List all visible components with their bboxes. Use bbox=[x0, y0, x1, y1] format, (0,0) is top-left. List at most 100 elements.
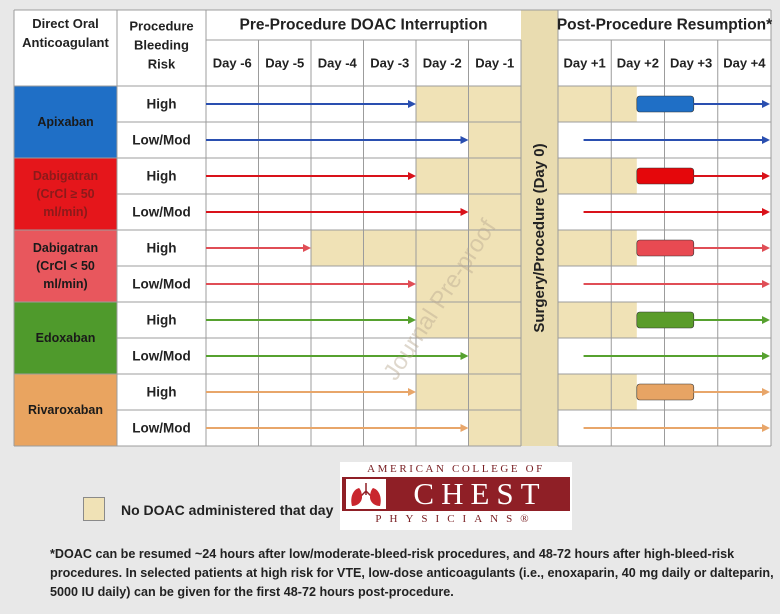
drug-name: Dabigatran bbox=[33, 169, 98, 183]
post-procedure-arrow-head bbox=[762, 208, 770, 216]
day-header: Day +4 bbox=[723, 56, 766, 71]
drug-name: (CrCl ≥ 50 bbox=[36, 187, 94, 201]
pre-procedure-arrow-head bbox=[460, 424, 469, 432]
risk-label: Low/Mod bbox=[132, 205, 190, 220]
table-background bbox=[14, 10, 771, 446]
risk-label: Low/Mod bbox=[132, 277, 190, 292]
risk-label: High bbox=[147, 385, 177, 400]
no-doac-cell bbox=[416, 302, 469, 338]
no-doac-cell bbox=[558, 374, 612, 410]
lungs-icon bbox=[346, 479, 386, 509]
no-doac-cell bbox=[468, 410, 521, 446]
resumption-bar bbox=[636, 239, 695, 257]
column-header-risk: Risk bbox=[148, 57, 176, 72]
drug-cell bbox=[14, 230, 117, 302]
drug-name: Edoxaban bbox=[36, 331, 96, 345]
drug-cell bbox=[14, 302, 117, 374]
no-doac-cell bbox=[611, 302, 637, 338]
pre-procedure-arrow-head bbox=[460, 352, 469, 360]
no-doac-cell bbox=[558, 86, 612, 122]
pre-procedure-arrow-head bbox=[408, 172, 416, 180]
drug-name: Rivaroxaban bbox=[28, 403, 103, 417]
day-header: Day -4 bbox=[318, 56, 358, 71]
column-header-risk: Bleeding bbox=[134, 38, 189, 53]
no-doac-cell bbox=[468, 266, 521, 302]
pre-procedure-arrow-head bbox=[408, 316, 416, 324]
footnote: *DOAC can be resumed ~24 hours after low… bbox=[50, 547, 774, 599]
post-procedure-arrow-head bbox=[762, 172, 770, 180]
risk-label: High bbox=[147, 313, 177, 328]
day-header: Day +1 bbox=[563, 56, 605, 71]
post-procedure-arrow-head bbox=[762, 280, 770, 288]
post-procedure-arrow-head bbox=[762, 100, 770, 108]
pre-procedure-arrow-head bbox=[408, 100, 416, 108]
post-procedure-title: Post-Procedure Resumption* bbox=[557, 17, 773, 34]
drug-cell bbox=[14, 374, 117, 446]
day-header: Day -2 bbox=[423, 56, 462, 71]
no-doac-cell bbox=[611, 158, 637, 194]
column-header-drug: Direct Oral bbox=[32, 16, 98, 31]
no-doac-cell bbox=[416, 86, 469, 122]
drug-cell bbox=[14, 86, 117, 158]
no-doac-cell bbox=[416, 266, 469, 302]
no-doac-cell bbox=[611, 86, 637, 122]
no-doac-cell bbox=[468, 338, 521, 374]
post-procedure-arrow-head bbox=[762, 244, 770, 252]
day-header: Day +3 bbox=[670, 56, 712, 71]
risk-label: High bbox=[147, 169, 177, 184]
no-doac-cell bbox=[311, 230, 364, 266]
no-doac-cell bbox=[416, 158, 469, 194]
legend-swatch bbox=[83, 497, 105, 521]
column-header-risk: Procedure bbox=[129, 19, 193, 34]
column-header-drug: Anticoagulant bbox=[22, 35, 109, 50]
risk-label: Low/Mod bbox=[132, 349, 190, 364]
pre-procedure-arrow-head bbox=[408, 388, 416, 396]
pre-procedure-arrow-head bbox=[460, 208, 469, 216]
post-procedure-arrow-head bbox=[762, 388, 770, 396]
drug-name: ml/min) bbox=[43, 277, 87, 291]
post-procedure-arrow-head bbox=[762, 352, 770, 360]
pre-procedure-title: Pre-Procedure DOAC Interruption bbox=[239, 17, 487, 34]
risk-label: High bbox=[147, 241, 177, 256]
no-doac-cell bbox=[558, 230, 612, 266]
no-doac-cell bbox=[558, 158, 612, 194]
doac-interruption-chart: Direct Oral Anticoagulant Procedure Bleedin… bbox=[13, 9, 773, 447]
resumption-bar bbox=[636, 383, 695, 401]
logo-main-text: CHEST bbox=[413, 476, 547, 511]
pre-procedure-arrow-head bbox=[303, 244, 311, 252]
resumption-bar bbox=[636, 311, 695, 329]
no-doac-cell bbox=[468, 194, 521, 230]
legend-label: No DOAC administered that day bbox=[121, 502, 334, 518]
day-header: Day -6 bbox=[213, 56, 252, 71]
drug-cell bbox=[14, 158, 117, 230]
no-doac-cell bbox=[363, 230, 416, 266]
no-doac-cell bbox=[468, 302, 521, 338]
pre-procedure-arrow-head bbox=[408, 280, 416, 288]
logo-top-text: AMERICAN COLLEGE OF bbox=[367, 463, 545, 475]
post-procedure-arrow-head bbox=[762, 316, 770, 324]
no-doac-cell bbox=[468, 374, 521, 410]
resumption-bar bbox=[636, 95, 695, 113]
no-doac-cell bbox=[611, 374, 637, 410]
day-header: Day -3 bbox=[370, 56, 409, 71]
no-doac-cell bbox=[468, 158, 521, 194]
no-doac-cell bbox=[416, 374, 469, 410]
day-header: Day +2 bbox=[617, 56, 659, 71]
risk-label: Low/Mod bbox=[132, 421, 190, 436]
no-doac-cell bbox=[468, 86, 521, 122]
logo-bottom-text: PHYSICIANS® bbox=[375, 513, 537, 525]
procedure-label: Surgery/Procedure (Day 0) bbox=[531, 143, 548, 332]
day-header: Day -1 bbox=[475, 56, 514, 71]
day-header: Day -5 bbox=[265, 56, 304, 71]
resumption-bar bbox=[636, 167, 695, 185]
drug-name: Apixaban bbox=[37, 115, 93, 129]
risk-label: Low/Mod bbox=[132, 133, 190, 148]
chest-logo: AMERICAN COLLEGE OF CHEST PHYSICIANS® bbox=[340, 462, 572, 530]
drug-name: (CrCl < 50 bbox=[36, 259, 95, 273]
drug-name: Dabigatran bbox=[33, 241, 98, 255]
pre-procedure-arrow-head bbox=[460, 136, 469, 144]
post-procedure-arrow-head bbox=[762, 136, 770, 144]
no-doac-cell bbox=[468, 122, 521, 158]
drug-name: ml/min) bbox=[43, 205, 87, 219]
no-doac-cell bbox=[558, 302, 612, 338]
